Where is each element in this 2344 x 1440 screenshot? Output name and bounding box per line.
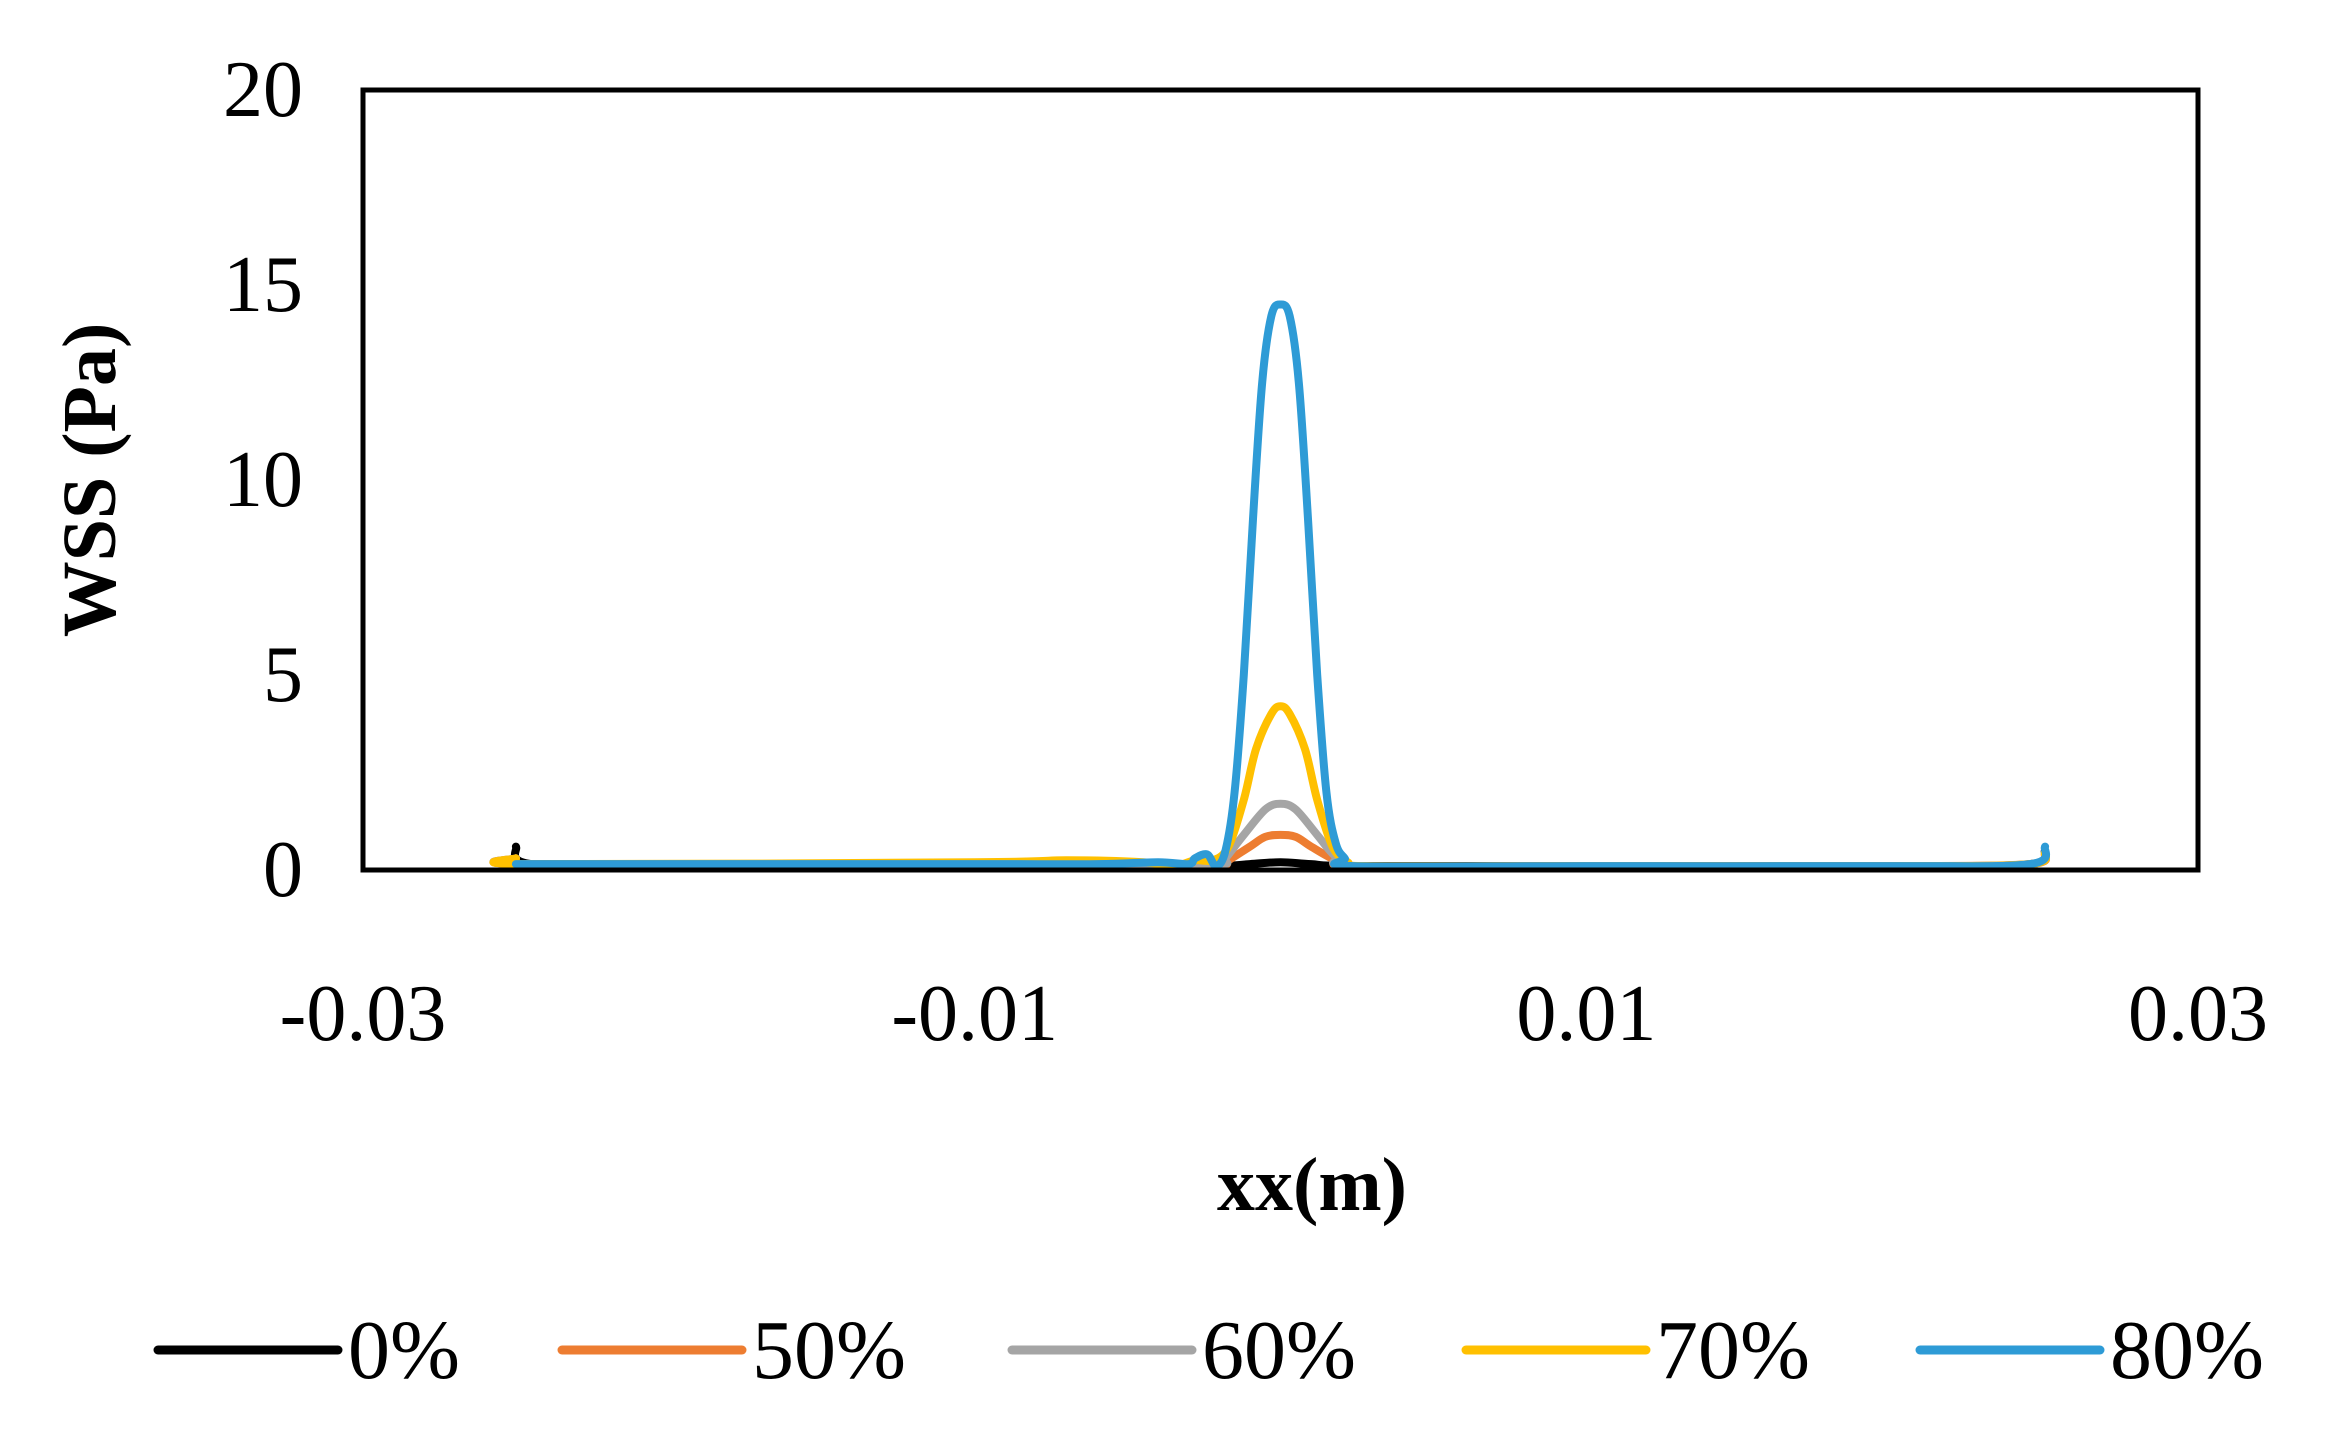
- x-axis-title: xx(m): [1217, 1143, 1407, 1227]
- x-tick-label: -0.03: [280, 970, 447, 1058]
- legend-label: 80%: [2110, 1304, 2264, 1397]
- series-line-80pct: [511, 300, 2051, 871]
- legend-label: 0%: [348, 1304, 460, 1397]
- x-axis-ticks: -0.03 -0.01 0.01 0.03: [280, 970, 2268, 1058]
- y-tick-label: 0: [263, 826, 303, 914]
- plot-area-frame: [360, 87, 2201, 873]
- series-line-70pct: [489, 702, 2051, 871]
- legend-label: 60%: [1202, 1304, 1356, 1397]
- y-axis-title: WSS (Pa): [48, 323, 132, 638]
- legend: 0% 50% 60% 70% 80%: [153, 1304, 2264, 1397]
- y-tick-label: 5: [263, 631, 303, 719]
- legend-label: 50%: [752, 1304, 906, 1397]
- x-tick-label: 0.01: [1516, 970, 1656, 1058]
- y-tick-label: 15: [223, 241, 303, 329]
- x-tick-label: -0.01: [891, 970, 1058, 1058]
- x-tick-label: 0.03: [2128, 970, 2268, 1058]
- y-tick-label: 20: [223, 46, 303, 134]
- y-tick-label: 10: [223, 436, 303, 524]
- series-layer: [489, 300, 2051, 871]
- y-axis-ticks: 0 5 10 15 20: [223, 46, 303, 914]
- legend-label: 70%: [1656, 1304, 1810, 1397]
